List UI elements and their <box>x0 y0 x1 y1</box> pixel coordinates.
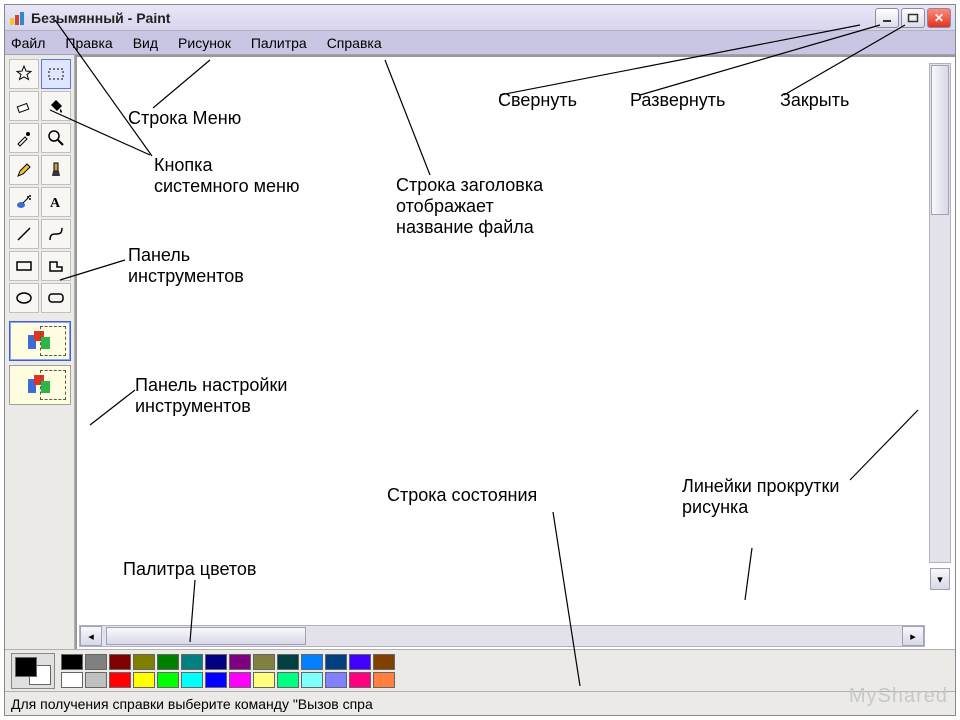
titlebar: Безымянный - Paint ✕ <box>5 5 955 31</box>
paint-window: Безымянный - Paint ✕ Файл Правка Вид Рисуно… <box>4 4 956 716</box>
swatch[interactable] <box>325 672 347 688</box>
menu-правка[interactable]: Правка <box>65 35 112 51</box>
canvas[interactable] <box>75 55 955 649</box>
swatch[interactable] <box>325 654 347 670</box>
body: A ▾ <box>5 55 955 649</box>
tool-freeform-select[interactable] <box>9 59 39 89</box>
vscroll-down-button[interactable]: ▾ <box>930 568 950 590</box>
swatch[interactable] <box>157 672 179 688</box>
swatch[interactable] <box>157 654 179 670</box>
swatch[interactable] <box>349 654 371 670</box>
hscroll-right-button[interactable]: ▸ <box>902 626 924 646</box>
maximize-button[interactable] <box>901 8 925 28</box>
tool-rect-select[interactable] <box>41 59 71 89</box>
tool-options <box>9 321 71 405</box>
statusbar: Для получения справки выберите команду "… <box>5 691 955 715</box>
swatch[interactable] <box>229 654 251 670</box>
tool-picker[interactable] <box>9 123 39 153</box>
swatch[interactable] <box>277 672 299 688</box>
swatch[interactable] <box>253 672 275 688</box>
tool-roundrect[interactable] <box>41 283 71 313</box>
toolbox: A <box>5 55 75 649</box>
tool-fill[interactable] <box>41 91 71 121</box>
option-transparent[interactable] <box>9 365 71 405</box>
swatch[interactable] <box>85 672 107 688</box>
hscroll-left-button[interactable]: ◂ <box>80 626 102 646</box>
tool-ellipse[interactable] <box>9 283 39 313</box>
swatch[interactable] <box>109 672 131 688</box>
swatch[interactable] <box>205 654 227 670</box>
swatch[interactable] <box>61 672 83 688</box>
canvas-area: ▾ ◂ ▸ <box>75 55 955 649</box>
swatch[interactable] <box>181 672 203 688</box>
tool-text[interactable]: A <box>41 187 71 217</box>
menu-рисунок[interactable]: Рисунок <box>178 35 231 51</box>
status-text: Для получения справки выберите команду "… <box>11 696 373 712</box>
menu-вид[interactable]: Вид <box>133 35 158 51</box>
tool-pencil[interactable] <box>9 155 39 185</box>
vscroll-thumb[interactable] <box>931 65 949 215</box>
hscroll-thumb[interactable] <box>106 627 306 645</box>
menu-справка[interactable]: Справка <box>327 35 382 51</box>
swatch[interactable] <box>229 672 251 688</box>
swatch[interactable] <box>109 654 131 670</box>
window-title: Безымянный - Paint <box>31 10 170 26</box>
palette <box>61 654 395 688</box>
tool-airbrush[interactable] <box>9 187 39 217</box>
tool-line[interactable] <box>9 219 39 249</box>
horizontal-scrollbar[interactable]: ◂ ▸ <box>79 625 925 647</box>
swatch[interactable] <box>301 654 323 670</box>
swatch[interactable] <box>205 672 227 688</box>
swatch[interactable] <box>61 654 83 670</box>
tool-brush[interactable] <box>41 155 71 185</box>
menu-палитра[interactable]: Палитра <box>251 35 307 51</box>
swatch[interactable] <box>373 672 395 688</box>
swatch[interactable] <box>277 654 299 670</box>
swatch[interactable] <box>301 672 323 688</box>
swatch[interactable] <box>349 672 371 688</box>
close-button[interactable]: ✕ <box>927 8 951 28</box>
color-palette-row <box>5 649 955 691</box>
tool-rect[interactable] <box>9 251 39 281</box>
tool-curve[interactable] <box>41 219 71 249</box>
color-indicator[interactable] <box>11 653 55 689</box>
vertical-scrollbar[interactable]: ▾ <box>929 63 951 563</box>
swatch[interactable] <box>85 654 107 670</box>
swatch[interactable] <box>253 654 275 670</box>
swatch[interactable] <box>133 654 155 670</box>
swatch[interactable] <box>133 672 155 688</box>
minimize-button[interactable] <box>875 8 899 28</box>
tool-magnify[interactable] <box>41 123 71 153</box>
option-opaque[interactable] <box>9 321 71 361</box>
app-icon[interactable] <box>9 10 25 26</box>
tool-polygon[interactable] <box>41 251 71 281</box>
tool-eraser[interactable] <box>9 91 39 121</box>
svg-text:A: A <box>50 196 61 211</box>
swatch[interactable] <box>181 654 203 670</box>
menu-файл[interactable]: Файл <box>11 35 45 51</box>
swatch[interactable] <box>373 654 395 670</box>
menubar: Файл Правка Вид Рисунок Палитра Справка <box>5 31 955 55</box>
foreground-color <box>15 657 37 677</box>
